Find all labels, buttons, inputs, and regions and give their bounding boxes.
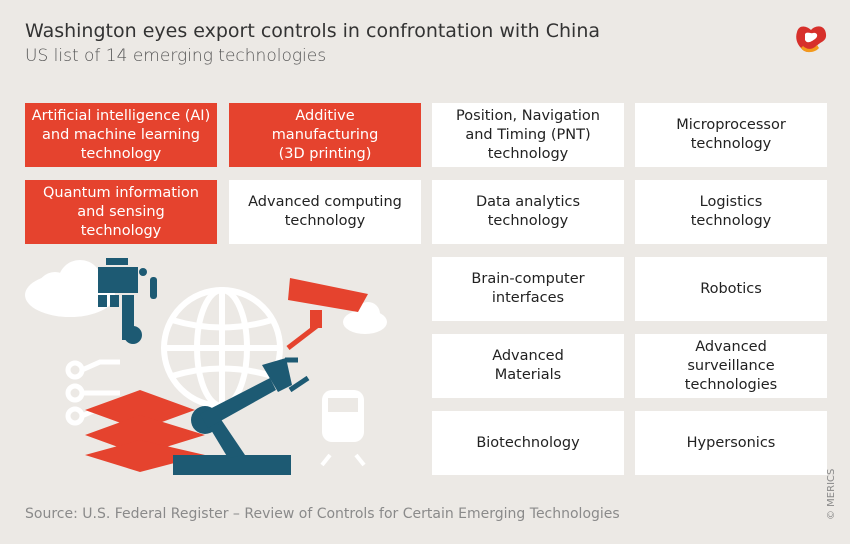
technology-cell: Quantum information and sensing technolo… xyxy=(25,180,217,244)
technology-cell: Data analytics technology xyxy=(432,180,624,244)
train-icon xyxy=(320,390,366,467)
page-title: Washington eyes export controls in confr… xyxy=(25,20,601,42)
3d-printing-layers-icon xyxy=(85,390,205,472)
technology-cell: Advanced Materials xyxy=(432,334,624,398)
technology-illustration xyxy=(25,258,387,475)
technology-cell: Biotechnology xyxy=(432,411,624,475)
surveillance-camera-icon xyxy=(286,278,368,350)
technology-cell: Advanced computing technology xyxy=(229,180,421,244)
cloud-icon xyxy=(25,260,115,317)
technology-cell: Hypersonics xyxy=(635,411,827,475)
technology-cell: Advanced surveillance technologies xyxy=(635,334,827,398)
merics-logo xyxy=(796,26,827,53)
technology-cell: Position, Navigation and Timing (PNT) te… xyxy=(432,103,624,167)
technology-cell: Brain-computer interfaces xyxy=(432,257,624,321)
technology-cell: Additive manufacturing (3D printing) xyxy=(229,103,421,167)
technology-cell: Artificial intelligence (AI) and machine… xyxy=(25,103,217,167)
robot-hand-icon xyxy=(98,258,157,344)
cloud-icon xyxy=(343,302,387,334)
technology-cell: Robotics xyxy=(635,257,827,321)
page-subtitle: US list of 14 emerging technologies xyxy=(25,46,327,66)
technology-cell: Logistics technology xyxy=(635,180,827,244)
source-note: Source: U.S. Federal Register – Review o… xyxy=(25,506,620,522)
technology-cell: Microprocessor technology xyxy=(635,103,827,167)
robot-arm-icon xyxy=(173,357,310,475)
copyright-credit: © MERICS xyxy=(826,468,837,520)
